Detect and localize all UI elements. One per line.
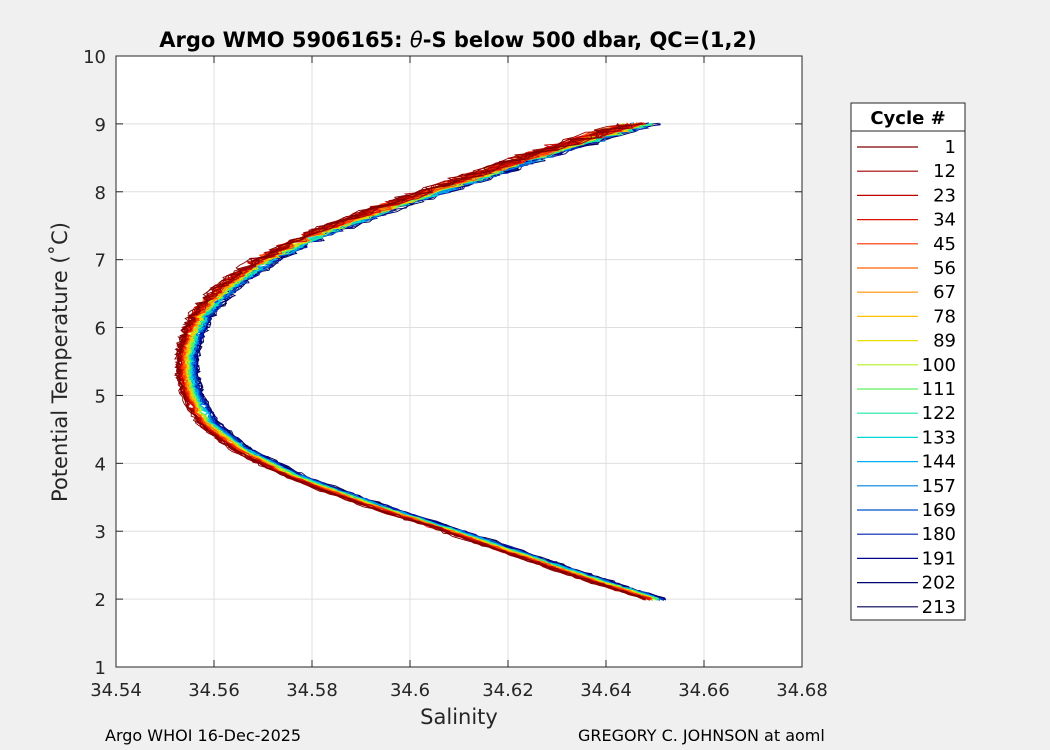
legend-label: 56 [933, 258, 956, 279]
legend-label: 34 [933, 210, 956, 231]
legend-label: 12 [933, 161, 956, 182]
legend-label: 157 [922, 476, 956, 497]
legend-label: 100 [922, 355, 956, 376]
x-tick-label: 34.66 [678, 680, 730, 701]
x-axis-label: Salinity [420, 705, 498, 729]
legend-label: 213 [922, 597, 956, 618]
y-tick-label: 5 [95, 386, 106, 407]
footer-right: GREGORY C. JOHNSON at aoml [578, 726, 825, 745]
legend-label: 23 [933, 185, 956, 206]
profile-line-cycle-1 [174, 122, 644, 599]
legend-items: 1 12 23 34 45 56 67 78 89 100 111 122 133 144 157 169 18… [857, 137, 956, 618]
y-tick-label: 6 [95, 319, 106, 340]
x-tick-label: 34.68 [776, 680, 828, 701]
x-tick-label: 34.56 [188, 680, 240, 701]
y-tick-label: 2 [95, 590, 106, 611]
legend-label: 133 [922, 427, 956, 448]
y-tick-label: 8 [95, 183, 106, 204]
y-tick-label: 10 [83, 47, 106, 68]
legend-label: 122 [922, 403, 956, 424]
x-tick-label: 34.54 [90, 680, 142, 701]
legend: Cycle # 1 12 23 34 45 56 67 78 89 100 111 122 133 144… [850, 102, 966, 621]
legend-label: 89 [933, 331, 956, 352]
legend-label: 1 [945, 137, 956, 158]
profile-lines [173, 122, 667, 601]
y-tick-label: 1 [95, 658, 106, 679]
chart-title: Argo WMO 5906165: θ-S below 500 dbar, QC… [159, 28, 756, 52]
legend-label: 78 [933, 306, 956, 327]
x-tick-labels: 34.54 34.56 34.58 34.6 34.62 34.64 34.66 34.68 [90, 680, 828, 701]
legend-label: 180 [922, 524, 956, 545]
legend-label: 144 [922, 452, 956, 473]
legend-label: 202 [922, 573, 956, 594]
footer-left: Argo WHOI 16-Dec-2025 [105, 726, 301, 745]
x-tick-label: 34.6 [390, 680, 430, 701]
x-tick-label: 34.58 [286, 680, 338, 701]
legend-label: 169 [922, 500, 956, 521]
legend-label: 45 [933, 234, 956, 255]
plot-area [116, 56, 802, 667]
y-tick-label: 9 [95, 115, 106, 136]
y-tick-label: 3 [95, 522, 106, 543]
profile-line-cycle-1 [173, 123, 645, 601]
y-tick-label: 4 [95, 454, 106, 475]
y-axis-label: Potential Temperature (˚C) [48, 222, 72, 502]
legend-label: 191 [922, 548, 956, 569]
plot-frame [115, 55, 803, 668]
legend-title: Cycle # [870, 108, 945, 129]
legend-label: 67 [933, 282, 956, 303]
x-tick-label: 34.62 [482, 680, 534, 701]
y-tick-label: 7 [95, 251, 106, 272]
axis-ticks [115, 55, 803, 668]
legend-label: 111 [922, 379, 956, 400]
x-tick-label: 34.64 [580, 680, 632, 701]
y-tick-labels: 1 2 3 4 5 6 7 8 9 10 [83, 47, 106, 679]
